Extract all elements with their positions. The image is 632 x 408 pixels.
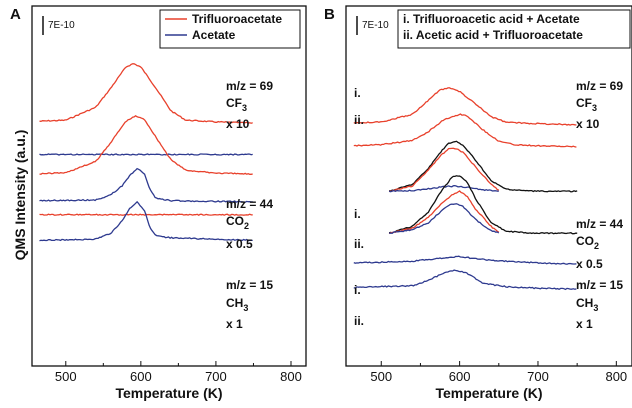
series-line bbox=[388, 190, 500, 235]
trace-tag: ii. bbox=[354, 237, 364, 251]
mz-label: m/z = 15 bbox=[226, 278, 273, 292]
series-line bbox=[39, 200, 253, 242]
legend-label: i. Trifluoroacetic acid + Acetate bbox=[403, 12, 580, 26]
plot-frame bbox=[31, 5, 307, 367]
fragment-label: CH3 bbox=[226, 296, 248, 313]
fragment-label: CO2 bbox=[576, 234, 599, 251]
series-line bbox=[353, 87, 577, 126]
trace-tag: i. bbox=[354, 283, 361, 297]
fragment-label: CF3 bbox=[226, 96, 247, 113]
x-tick-label: 600 bbox=[130, 369, 152, 384]
scale-factor: x 1 bbox=[226, 317, 243, 331]
panel-letter: A bbox=[10, 6, 21, 23]
series-line bbox=[388, 147, 500, 193]
x-tick-label: 700 bbox=[527, 369, 549, 384]
scale-factor: x 10 bbox=[576, 117, 600, 131]
panel-letter: B bbox=[324, 6, 335, 23]
fragment-label: CH3 bbox=[576, 296, 598, 313]
series-line bbox=[389, 203, 500, 234]
mz-label: m/z = 44 bbox=[226, 197, 273, 211]
legend-box bbox=[159, 9, 301, 49]
trace-tag: i. bbox=[354, 86, 361, 100]
legend-box bbox=[397, 9, 631, 49]
series-line bbox=[39, 167, 253, 203]
x-tick-label: 500 bbox=[370, 369, 392, 384]
mz-label: m/z = 69 bbox=[576, 79, 623, 93]
trace-tag: i. bbox=[354, 207, 361, 221]
y-axis-label: QMS Intensity (a.u.) bbox=[12, 130, 28, 261]
scale-factor: x 1 bbox=[576, 317, 593, 331]
trace-tag: ii. bbox=[354, 113, 364, 127]
x-tick-label: 700 bbox=[205, 369, 227, 384]
legend-label: Acetate bbox=[192, 28, 236, 42]
panel-a: A 7E-10 500 600 700 800 Temperature (K) Trifluo… bbox=[10, 5, 307, 401]
scale-bar-label: 7E-10 bbox=[48, 20, 75, 31]
legend-label: Trifluoroacetate bbox=[192, 12, 282, 26]
series-line bbox=[39, 115, 253, 175]
scale-bar-label: 7E-10 bbox=[362, 20, 389, 31]
series-line bbox=[389, 140, 578, 193]
x-tick-label: 800 bbox=[605, 369, 627, 384]
trace-tag: ii. bbox=[354, 314, 364, 328]
series-line bbox=[388, 184, 499, 193]
mz-label: m/z = 69 bbox=[226, 79, 273, 93]
scale-factor: x 0.5 bbox=[226, 237, 253, 251]
series-line bbox=[353, 255, 577, 265]
series-line bbox=[353, 113, 577, 148]
x-axis-label: Temperature (K) bbox=[435, 385, 542, 401]
legend-label: ii. Acetic acid + Trifluoroacetate bbox=[403, 28, 583, 42]
mz-label: m/z = 15 bbox=[576, 278, 623, 292]
scale-factor: x 0.5 bbox=[576, 257, 603, 271]
x-tick-label: 600 bbox=[449, 369, 471, 384]
series-line bbox=[39, 63, 253, 124]
plot-frame bbox=[345, 5, 632, 367]
series-line bbox=[39, 153, 253, 156]
scale-factor: x 10 bbox=[226, 117, 250, 131]
fragment-label: CF3 bbox=[576, 96, 597, 113]
mz-label: m/z = 44 bbox=[576, 217, 623, 231]
x-tick-label: 500 bbox=[55, 369, 77, 384]
panel-b: B 7E-10 500 600 700 800 Temperature (K) i. Trif… bbox=[324, 5, 632, 401]
x-tick-label: 800 bbox=[280, 369, 302, 384]
x-axis-label: Temperature (K) bbox=[115, 385, 222, 401]
series-line bbox=[353, 269, 577, 291]
series-line bbox=[388, 175, 578, 235]
fragment-label: CO2 bbox=[226, 214, 249, 231]
